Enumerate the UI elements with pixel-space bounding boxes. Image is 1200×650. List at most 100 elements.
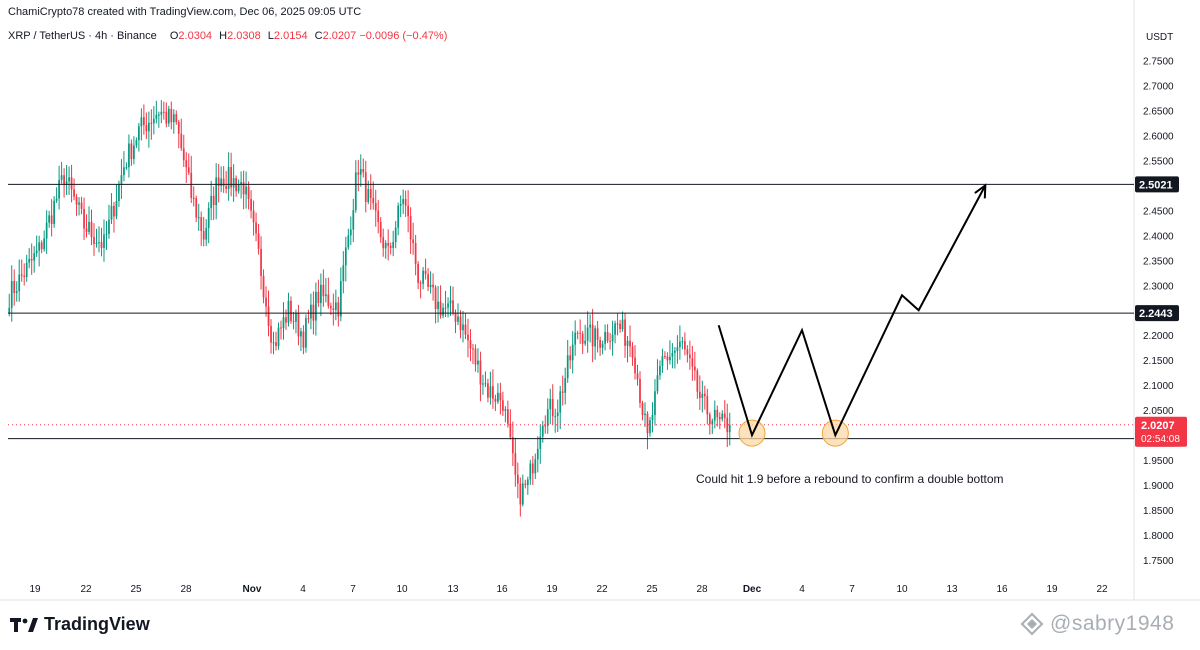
candle-body[interactable] — [310, 304, 312, 319]
candle-body[interactable] — [73, 189, 75, 197]
candle-body[interactable] — [708, 414, 711, 425]
candle-body[interactable] — [33, 253, 36, 261]
candle-body[interactable] — [554, 415, 557, 417]
candle-body[interactable] — [240, 182, 242, 185]
candle-body[interactable] — [143, 117, 145, 126]
candle-body[interactable] — [516, 474, 519, 484]
candle-body[interactable] — [332, 308, 335, 311]
candle-body[interactable] — [292, 321, 295, 323]
candle-body[interactable] — [492, 386, 494, 399]
candle-body[interactable] — [674, 350, 676, 353]
candle-body[interactable] — [65, 181, 68, 185]
candle-body[interactable] — [165, 111, 168, 124]
candle-body[interactable] — [489, 386, 492, 398]
tradingview-logo[interactable]: TradingView — [10, 614, 150, 635]
candle-body[interactable] — [688, 354, 691, 359]
candle-body[interactable] — [497, 392, 499, 402]
candle-body[interactable] — [566, 355, 569, 379]
candle-body[interactable] — [621, 319, 624, 330]
candle-body[interactable] — [267, 306, 270, 326]
candle-body[interactable] — [531, 463, 534, 474]
candle-body[interactable] — [611, 334, 614, 342]
candle-body[interactable] — [342, 265, 345, 282]
candle-body[interactable] — [347, 235, 350, 248]
candle-body[interactable] — [28, 258, 31, 263]
candle-body[interactable] — [452, 300, 454, 314]
candle-body[interactable] — [232, 178, 235, 188]
candle-body[interactable] — [8, 307, 11, 313]
candle-body[interactable] — [449, 300, 452, 304]
candle-body[interactable] — [586, 327, 589, 341]
candle-body[interactable] — [260, 248, 262, 276]
candle-body[interactable] — [30, 258, 33, 261]
candle-body[interactable] — [157, 114, 160, 116]
candle-body[interactable] — [172, 114, 175, 123]
candle-body[interactable] — [721, 413, 724, 420]
candle-body[interactable] — [504, 409, 507, 411]
candle-body[interactable] — [417, 263, 419, 283]
candle-body[interactable] — [180, 133, 183, 149]
candle-body[interactable] — [320, 284, 322, 304]
candle-body[interactable] — [110, 205, 113, 220]
candle-body[interactable] — [382, 237, 385, 249]
candle-body[interactable] — [728, 424, 731, 433]
candle-body[interactable] — [559, 391, 562, 413]
candle-body[interactable] — [561, 391, 564, 393]
candle-body[interactable] — [684, 341, 686, 350]
candle-body[interactable] — [484, 383, 487, 385]
candle-body[interactable] — [280, 327, 282, 329]
candle-body[interactable] — [604, 332, 606, 344]
candle-body[interactable] — [252, 210, 255, 223]
candle-body[interactable] — [629, 340, 631, 347]
candle-body[interactable] — [432, 284, 434, 288]
candle-body[interactable] — [644, 413, 646, 416]
candle-body[interactable] — [195, 198, 198, 218]
candle-body[interactable] — [681, 341, 684, 343]
candle-body[interactable] — [454, 313, 457, 322]
candle-body[interactable] — [549, 399, 552, 410]
candle-body[interactable] — [424, 270, 427, 275]
candle-body[interactable] — [162, 111, 165, 113]
candle-body[interactable] — [686, 349, 689, 355]
candle-body[interactable] — [50, 215, 53, 224]
candle-body[interactable] — [477, 360, 479, 365]
candle-body[interactable] — [255, 222, 257, 234]
candle-body[interactable] — [13, 281, 16, 294]
candle-body[interactable] — [113, 205, 115, 217]
candle-body[interactable] — [352, 210, 355, 230]
candle-body[interactable] — [521, 483, 524, 505]
candle-body[interactable] — [105, 233, 108, 235]
candle-body[interactable] — [654, 391, 656, 416]
candle-body[interactable] — [155, 114, 158, 119]
candle-body[interactable] — [300, 331, 302, 337]
candle-body[interactable] — [626, 340, 629, 346]
candle-body[interactable] — [693, 366, 696, 371]
candle-body[interactable] — [290, 300, 292, 322]
candle-body[interactable] — [581, 333, 584, 344]
candle-body[interactable] — [584, 340, 587, 344]
candle-body[interactable] — [20, 274, 23, 276]
candle-body[interactable] — [48, 215, 51, 223]
candle-body[interactable] — [357, 172, 360, 175]
candle-body[interactable] — [551, 399, 554, 417]
candle-body[interactable] — [619, 323, 621, 330]
candle-body[interactable] — [15, 291, 18, 294]
candle-body[interactable] — [646, 413, 649, 434]
candle-body[interactable] — [262, 275, 265, 298]
candle-body[interactable] — [83, 208, 85, 229]
candle-body[interactable] — [544, 425, 547, 427]
candle-body[interactable] — [10, 281, 13, 308]
candle-body[interactable] — [187, 167, 190, 173]
candle-body[interactable] — [437, 301, 439, 310]
candle-body[interactable] — [227, 166, 230, 189]
candle-body[interactable] — [616, 323, 619, 325]
candle-body[interactable] — [147, 122, 150, 132]
candle-body[interactable] — [103, 234, 105, 248]
candle-body[interactable] — [404, 199, 407, 206]
candle-body[interactable] — [222, 178, 225, 187]
candle-body[interactable] — [696, 370, 699, 392]
candle-body[interactable] — [464, 324, 467, 335]
candle-body[interactable] — [38, 242, 41, 251]
candle-body[interactable] — [447, 303, 449, 308]
